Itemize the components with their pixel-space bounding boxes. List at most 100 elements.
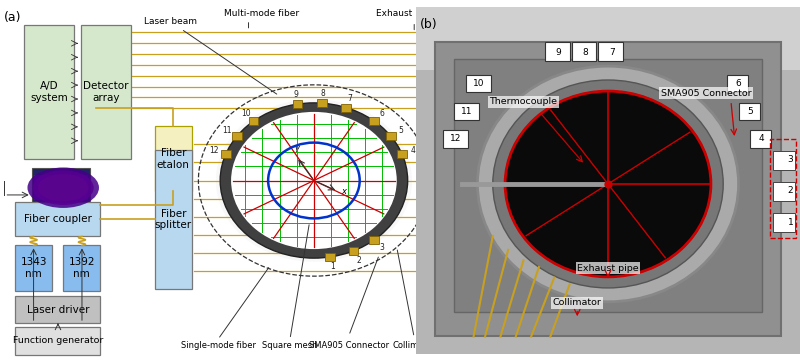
FancyBboxPatch shape [15, 245, 52, 291]
FancyBboxPatch shape [24, 25, 74, 159]
Text: 8: 8 [321, 88, 326, 97]
Text: Fiber
etalon: Fiber etalon [157, 148, 190, 170]
Circle shape [478, 66, 738, 302]
Bar [571, 42, 597, 61]
Ellipse shape [38, 174, 89, 201]
Text: Square mesh: Square mesh [262, 342, 318, 351]
Text: 11: 11 [461, 107, 473, 116]
Circle shape [493, 80, 723, 288]
Text: 5: 5 [398, 126, 403, 135]
Text: 7: 7 [609, 48, 614, 57]
Text: 2: 2 [356, 256, 361, 265]
Text: 10: 10 [473, 79, 484, 88]
Circle shape [220, 103, 408, 258]
Bar [370, 236, 379, 244]
FancyBboxPatch shape [81, 25, 131, 159]
Bar [370, 117, 379, 125]
Text: Multi-mode fiber: Multi-mode fiber [224, 9, 299, 18]
Text: Exhaust pipe: Exhaust pipe [376, 9, 435, 18]
FancyBboxPatch shape [154, 150, 192, 289]
Text: 10: 10 [241, 109, 250, 118]
Bar [773, 213, 795, 232]
Ellipse shape [33, 170, 94, 205]
Text: 2: 2 [787, 186, 794, 195]
FancyBboxPatch shape [58, 201, 65, 206]
Text: Function generator: Function generator [13, 336, 103, 345]
Text: SMA905 Connector: SMA905 Connector [309, 342, 389, 351]
Text: 1343
nm: 1343 nm [21, 257, 47, 279]
Circle shape [504, 90, 712, 278]
Bar [770, 139, 796, 238]
Bar [318, 99, 327, 107]
Text: 12: 12 [450, 134, 461, 143]
Bar [727, 75, 748, 92]
Bar [466, 75, 491, 92]
Bar [398, 150, 407, 158]
Bar [750, 130, 771, 148]
Text: y: y [294, 144, 299, 153]
FancyBboxPatch shape [15, 202, 100, 236]
Bar [326, 253, 335, 261]
Text: 12: 12 [210, 146, 219, 155]
Bar [221, 150, 230, 158]
Text: 1392
nm: 1392 nm [69, 257, 95, 279]
Text: 3: 3 [379, 243, 385, 252]
Bar [349, 247, 358, 255]
Text: 9: 9 [293, 90, 298, 99]
Bar [443, 130, 468, 148]
Text: Collimator: Collimator [553, 298, 602, 307]
Ellipse shape [27, 168, 99, 208]
FancyBboxPatch shape [435, 42, 781, 336]
Bar [773, 151, 795, 170]
Text: Laser beam: Laser beam [144, 17, 277, 94]
Text: 11: 11 [222, 126, 232, 135]
Text: Detector
array: Detector array [83, 81, 129, 103]
FancyBboxPatch shape [32, 168, 90, 202]
Bar [773, 182, 795, 201]
Text: 5: 5 [747, 107, 753, 116]
Text: 7: 7 [348, 93, 353, 103]
Text: SMA905 Connector: SMA905 Connector [661, 88, 751, 97]
Bar [249, 117, 258, 125]
Bar [386, 132, 395, 140]
Text: Single-mode fiber: Single-mode fiber [181, 342, 255, 351]
Text: x: x [341, 187, 346, 196]
Text: 6: 6 [379, 109, 385, 118]
Text: Collimator: Collimator [393, 342, 436, 351]
FancyBboxPatch shape [454, 59, 762, 312]
Text: 6: 6 [736, 79, 742, 88]
FancyBboxPatch shape [63, 245, 100, 291]
Text: 1: 1 [330, 262, 334, 271]
Bar [598, 42, 623, 61]
FancyBboxPatch shape [15, 296, 100, 323]
Text: 3: 3 [787, 155, 794, 164]
Text: Laser driver: Laser driver [26, 305, 89, 314]
Text: 4: 4 [758, 134, 765, 143]
Bar [341, 104, 350, 112]
Bar [416, 7, 800, 70]
Bar [232, 132, 242, 140]
Ellipse shape [44, 177, 83, 199]
Bar [738, 103, 760, 120]
FancyBboxPatch shape [34, 175, 88, 200]
Text: Exhaust pipe: Exhaust pipe [577, 264, 639, 273]
FancyBboxPatch shape [15, 327, 100, 355]
Text: 8: 8 [582, 48, 588, 57]
FancyBboxPatch shape [49, 206, 74, 209]
Bar [545, 42, 570, 61]
Bar [293, 100, 302, 108]
Circle shape [231, 112, 397, 249]
Ellipse shape [50, 180, 76, 195]
Text: 9: 9 [555, 48, 561, 57]
Circle shape [216, 99, 412, 262]
Text: 1: 1 [787, 218, 794, 227]
Text: Fiber coupler: Fiber coupler [24, 214, 92, 224]
Bar [454, 103, 479, 120]
FancyBboxPatch shape [154, 126, 192, 191]
Text: A/D
system: A/D system [30, 81, 68, 103]
Text: Thermocouple: Thermocouple [490, 97, 558, 106]
Text: 4: 4 [411, 146, 416, 155]
Text: (b): (b) [420, 18, 438, 31]
Text: (a): (a) [4, 11, 22, 24]
Text: Fiber
splitter: Fiber splitter [154, 209, 192, 230]
